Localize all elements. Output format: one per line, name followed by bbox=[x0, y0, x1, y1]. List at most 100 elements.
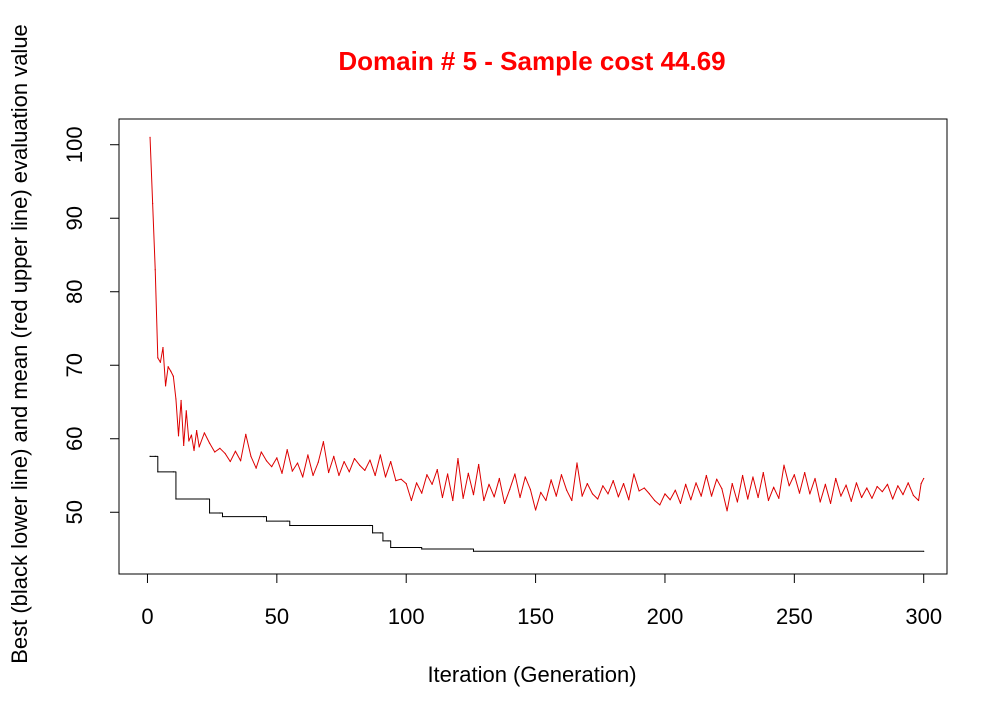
data-point-mean bbox=[157, 357, 159, 359]
data-point-mean bbox=[170, 370, 172, 372]
x-tick-label: 250 bbox=[776, 604, 813, 629]
data-point-mean bbox=[514, 473, 516, 475]
data-point-mean bbox=[809, 493, 811, 495]
data-point-mean bbox=[364, 469, 366, 471]
data-point-mean bbox=[271, 466, 273, 468]
plot-frame bbox=[118, 118, 948, 575]
data-point-mean bbox=[576, 462, 578, 464]
data-point-mean bbox=[721, 488, 723, 490]
data-point-mean bbox=[322, 441, 325, 443]
data-point-mean bbox=[835, 477, 837, 480]
data-point-mean bbox=[871, 497, 873, 499]
data-point-mean bbox=[731, 482, 733, 485]
data-point-mean bbox=[736, 501, 739, 503]
data-point-best bbox=[421, 548, 423, 550]
data-point-best bbox=[390, 546, 392, 549]
data-point-mean bbox=[208, 442, 211, 444]
data-point-mean bbox=[793, 474, 795, 476]
data-point-mean bbox=[462, 497, 464, 499]
data-point-mean bbox=[229, 460, 231, 463]
data-point-mean bbox=[767, 499, 770, 502]
x-axis-label: Iteration (Generation) bbox=[427, 662, 636, 687]
data-point-best bbox=[206, 498, 208, 500]
series-mean bbox=[149, 136, 925, 512]
data-point-best bbox=[470, 548, 472, 550]
data-point-mean bbox=[550, 479, 552, 481]
data-point-mean bbox=[234, 450, 237, 452]
data-point-mean bbox=[333, 455, 335, 457]
data-point-mean bbox=[348, 471, 350, 473]
data-point-mean bbox=[457, 458, 459, 460]
data-point-mean bbox=[250, 455, 252, 457]
data-point-mean bbox=[390, 460, 392, 463]
data-point-mean bbox=[659, 504, 661, 506]
data-point-mean bbox=[154, 269, 156, 271]
data-point-mean bbox=[498, 477, 500, 480]
data-point-mean bbox=[224, 452, 226, 455]
data-point-mean bbox=[607, 493, 609, 495]
data-point-mean bbox=[260, 451, 262, 453]
data-point-mean bbox=[312, 474, 314, 477]
data-point-mean bbox=[866, 487, 868, 489]
data-point-mean bbox=[467, 472, 469, 474]
data-point-mean bbox=[586, 482, 588, 485]
data-point-mean bbox=[167, 366, 169, 368]
data-point-mean bbox=[602, 485, 604, 487]
data-point-mean bbox=[824, 483, 826, 485]
data-point-best bbox=[221, 516, 224, 518]
data-point-mean bbox=[695, 482, 697, 484]
data-point-mean bbox=[190, 434, 193, 436]
data-point-mean bbox=[472, 494, 475, 496]
data-point-mean bbox=[281, 472, 283, 474]
data-point-mean bbox=[783, 464, 785, 466]
data-point-mean bbox=[441, 496, 444, 499]
data-point-mean bbox=[674, 489, 676, 491]
data-point-mean bbox=[255, 467, 257, 469]
y-axis: 50 60 70 80 90 100 bbox=[62, 126, 120, 524]
data-point-mean bbox=[519, 496, 521, 499]
x-axis: 0 50 100 150 200 250 300 bbox=[141, 573, 942, 629]
data-point-mean bbox=[612, 480, 614, 482]
data-point-best bbox=[265, 520, 268, 522]
data-point-mean bbox=[597, 498, 599, 500]
data-point-mean bbox=[488, 483, 490, 485]
data-point-mean bbox=[452, 499, 454, 502]
data-point-mean bbox=[193, 449, 195, 452]
series-line-mean bbox=[149, 137, 925, 512]
data-point-mean bbox=[897, 485, 899, 487]
data-point-mean bbox=[338, 474, 340, 477]
data-point-mean bbox=[426, 474, 428, 476]
data-point-mean bbox=[710, 495, 713, 497]
data-point-best bbox=[219, 512, 221, 514]
data-point-mean bbox=[524, 476, 526, 478]
data-point-mean bbox=[855, 482, 858, 484]
data-point-mean bbox=[478, 463, 480, 466]
data-point-mean bbox=[196, 430, 198, 432]
data-point-mean bbox=[581, 495, 583, 497]
data-point-mean bbox=[757, 496, 759, 499]
y-tick-label: 70 bbox=[62, 353, 87, 377]
data-point-mean bbox=[317, 461, 319, 463]
data-point-mean bbox=[726, 510, 728, 512]
data-point-mean bbox=[265, 460, 268, 462]
data-point-mean bbox=[628, 499, 630, 501]
data-point-mean bbox=[327, 471, 330, 474]
data-point-mean bbox=[509, 488, 511, 491]
y-tick-label: 90 bbox=[62, 206, 87, 230]
data-point-mean bbox=[369, 459, 371, 461]
y-tick-label: 80 bbox=[62, 279, 87, 303]
data-point-mean bbox=[669, 499, 671, 501]
data-point-best bbox=[418, 546, 420, 549]
data-point-best bbox=[289, 524, 291, 527]
data-point-best bbox=[208, 512, 211, 514]
data-point-mean bbox=[400, 478, 402, 480]
data-point-mean bbox=[840, 495, 842, 497]
data-point-mean bbox=[773, 486, 775, 488]
series-layer bbox=[149, 136, 925, 552]
data-point-mean bbox=[886, 483, 889, 485]
data-point-best bbox=[371, 532, 374, 534]
data-point-mean bbox=[850, 500, 852, 502]
data-point-mean bbox=[534, 509, 537, 511]
data-point-mean bbox=[152, 202, 154, 205]
data-point-mean bbox=[716, 478, 718, 480]
